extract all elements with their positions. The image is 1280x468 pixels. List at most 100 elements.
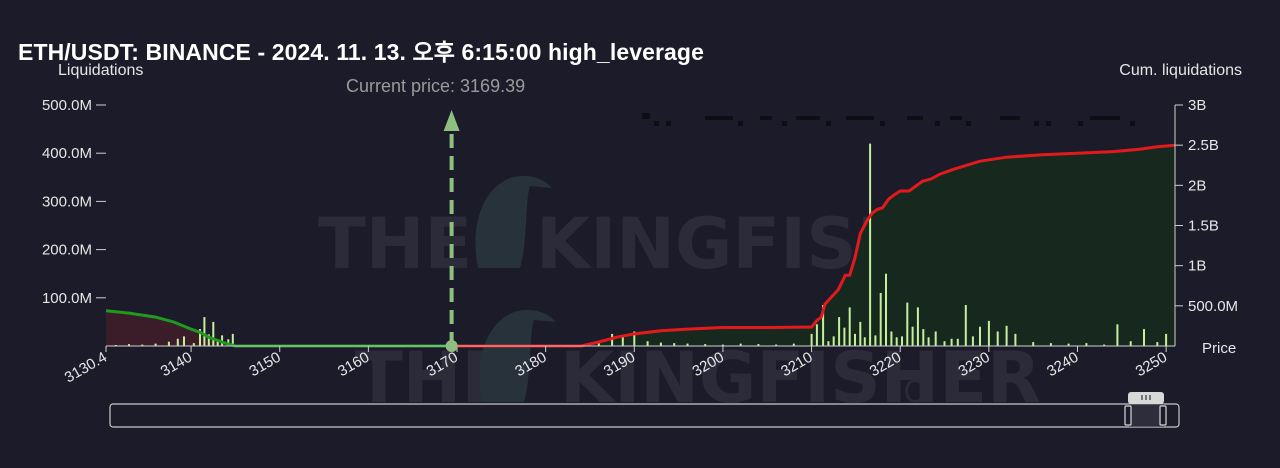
current-price-label: Current price: 3169.39 <box>346 76 525 96</box>
liquidation-bar <box>176 338 179 346</box>
watermark-brand-2: KINGFISHER <box>560 337 1041 419</box>
liquidation-bar <box>869 143 872 346</box>
liquidation-bar <box>927 337 930 346</box>
liquidation-bar <box>979 326 981 346</box>
liquidation-bar <box>832 336 835 346</box>
liquidation-bar <box>1116 324 1119 346</box>
current-price-dot <box>445 340 458 352</box>
kingfisher-bird-icon-2 <box>479 309 556 402</box>
x-axis-title: Price <box>1202 340 1236 357</box>
liquidation-bar <box>895 337 898 346</box>
grip-icon <box>1141 395 1151 400</box>
liquidation-bar <box>859 321 862 346</box>
liquidation-bar <box>1156 342 1159 346</box>
y2-tick-label: 1B <box>1188 258 1206 275</box>
liquidation-bar <box>916 307 919 346</box>
y-tick-label: 200.0M <box>42 242 92 259</box>
liquidation-bar <box>822 305 825 346</box>
liquidation-bar <box>704 344 707 346</box>
liquidation-bar <box>838 317 841 346</box>
y2-axis-title: Cum. liquidations <box>1119 62 1242 79</box>
chart-title: ETH/USDT: BINANCE - 2024. 11. 13. 오후 6:1… <box>18 39 704 65</box>
y2-tick-label: 500.0M <box>1188 298 1238 315</box>
liquidation-bar <box>646 341 649 346</box>
liquidation-bar <box>911 326 914 346</box>
range-slider-window[interactable] <box>1129 404 1164 427</box>
y-tick-label: 100.0M <box>42 290 92 307</box>
liquidation-bar <box>922 329 925 346</box>
current-price-marker <box>443 110 460 352</box>
y-tick-label: 500.0M <box>42 97 92 114</box>
liquidation-bar <box>597 342 600 346</box>
liquidation-bar <box>810 333 813 346</box>
liquidation-bar <box>1129 341 1132 346</box>
x-tick-label: 3250 <box>1133 349 1170 380</box>
x-tick-label: 3140 <box>158 349 195 380</box>
y-axis-ticks: 500.0M 400.0M 300.0M 200.0M 100.0M <box>42 97 106 307</box>
liquidation-bar <box>943 341 946 346</box>
liquidation-bar <box>775 344 778 346</box>
liquidation-bar <box>1032 342 1035 346</box>
liquidation-bar <box>183 336 185 346</box>
liquidation-bar <box>874 335 877 346</box>
short-cum-fill <box>451 145 1176 346</box>
liquidation-bar <box>854 333 856 346</box>
dashed-bars-top <box>642 113 1135 126</box>
kingfisher-bird-icon <box>475 175 552 268</box>
liquidation-bar <box>1014 333 1017 346</box>
liquidation-bar <box>757 344 760 346</box>
liquidation-bar <box>1165 333 1168 346</box>
y-tick-label: 400.0M <box>42 145 92 162</box>
liquidation-bar <box>154 343 157 346</box>
liquidation-bar <box>964 305 967 346</box>
liquidation-bar <box>686 343 689 346</box>
liquidation-bar <box>843 327 846 346</box>
liquidation-bar <box>1005 325 1008 346</box>
liquidation-bar <box>863 337 866 346</box>
liquidation-bar <box>231 333 234 346</box>
liquidation-bar <box>621 336 624 346</box>
range-slider-handle-right[interactable] <box>1159 405 1167 426</box>
liquidation-bar <box>996 331 999 346</box>
liquidation-bar <box>792 343 795 346</box>
y2-tick-label: 1.5B <box>1188 218 1219 235</box>
y-axis-title: Liquidations <box>58 62 144 79</box>
x-tick-label: 3240 <box>1044 349 1081 380</box>
y-tick-label: 300.0M <box>42 193 92 210</box>
liquidation-bar <box>216 341 219 346</box>
range-slider-handle-left[interactable] <box>1124 405 1132 426</box>
range-slider-track[interactable] <box>109 403 1180 428</box>
liquidation-bar <box>1049 343 1052 346</box>
liquidation-bar <box>879 293 882 346</box>
liquidation-bars <box>114 143 1168 346</box>
liquidation-bar <box>971 336 974 346</box>
y2-axis-ticks: 3B 2.5B 2B 1.5B 1B 500.0M <box>1175 97 1238 315</box>
current-price-arrow-icon <box>443 110 460 131</box>
x-tick-label: 3130.4 <box>62 349 110 387</box>
liquidation-bar <box>659 342 662 346</box>
liquidation-bar <box>633 331 636 346</box>
liquidation-bar <box>199 329 201 346</box>
liquidation-bar <box>1085 343 1088 346</box>
liquidation-bar <box>141 344 144 346</box>
liquidation-bar <box>203 317 206 346</box>
liquidation-bar <box>848 307 851 346</box>
y2-tick-label: 3B <box>1188 97 1206 114</box>
watermark-suffix-2: .IO <box>885 375 927 410</box>
liquidation-bar <box>1103 344 1106 346</box>
liquidation-bar <box>192 343 195 346</box>
range-slider[interactable] <box>109 392 1180 428</box>
liquidation-bar <box>956 338 959 346</box>
liquidation-bar <box>890 331 893 346</box>
short-cum-line <box>451 143 1176 348</box>
liquidation-bar <box>827 341 830 346</box>
liquidation-bar <box>901 336 903 346</box>
liquidation-bar <box>885 273 887 346</box>
liquidation-bar <box>1067 343 1070 346</box>
liquidation-bar <box>1143 329 1145 346</box>
liquidation-bar <box>987 320 990 346</box>
liquidation-bar <box>207 334 210 346</box>
liquidation-bar <box>212 321 215 346</box>
liquidation-bar <box>739 343 742 346</box>
